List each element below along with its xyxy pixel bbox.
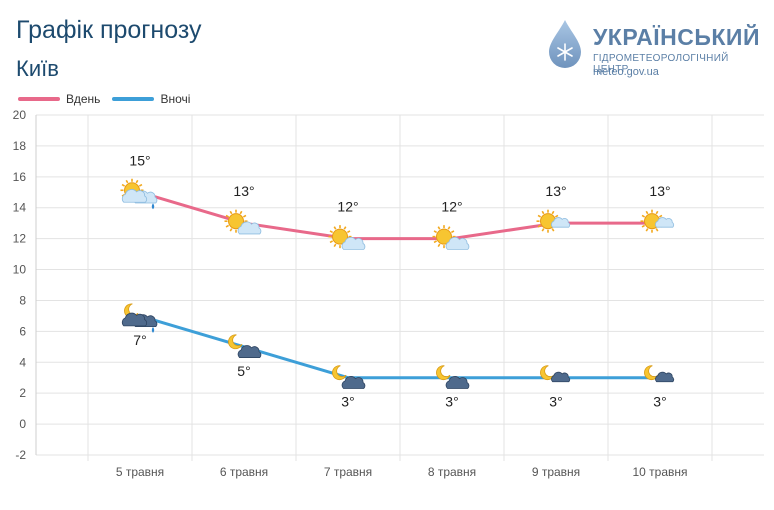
x-tick-label: 7 травня <box>324 465 372 479</box>
sun-cloud-rain-icon <box>120 178 158 210</box>
brand-logo: УКРАЇНСЬКИЙ ГІДРОМЕТЕОРОЛОГІЧНИЙ ЦЕНТР m… <box>545 18 765 82</box>
day-temp-label: 12° <box>337 199 358 215</box>
sun-cloud-icon <box>328 225 366 250</box>
legend-label-night: Вночі <box>160 92 191 106</box>
day-temp-label: 13° <box>649 183 670 199</box>
y-tick-label: 0 <box>19 417 26 431</box>
logo-subtitle: ГІДРОМЕТЕОРОЛОГІЧНИЙ ЦЕНТР <box>593 53 729 75</box>
sun-cloud-icon <box>224 209 262 235</box>
x-tick-label: 10 травня <box>632 465 687 479</box>
moon-cloud-rain-icon <box>121 303 158 333</box>
y-tick-label: 10 <box>13 263 27 277</box>
y-tick-label: -2 <box>15 448 26 462</box>
sun-small-cloud-icon <box>640 209 675 233</box>
water-drop-icon <box>549 20 581 68</box>
x-tick-label: 8 травня <box>428 465 476 479</box>
moon-cloud-icon <box>332 365 366 389</box>
y-tick-label: 8 <box>19 293 26 307</box>
y-tick-label: 20 <box>13 108 27 122</box>
moon-cloud-icon <box>436 365 470 389</box>
moon-cloud-icon <box>228 334 262 358</box>
city-name: Київ <box>16 56 59 81</box>
moon-small-cloud-icon <box>540 365 571 383</box>
y-tick-label: 6 <box>19 324 26 338</box>
x-tick-label: 5 травня <box>116 465 164 479</box>
legend-swatch-day <box>18 97 60 101</box>
day-temp-label: 13° <box>545 183 566 199</box>
x-tick-label: 9 травня <box>532 465 580 479</box>
day-temp-label: 13° <box>233 183 254 199</box>
night-temp-label: 3° <box>549 394 562 410</box>
y-tick-label: 18 <box>13 139 27 153</box>
y-tick-label: 12 <box>13 232 27 246</box>
sun-cloud-icon <box>432 225 470 250</box>
chart-legend: Вдень Вночі <box>18 92 190 106</box>
legend-item-night[interactable]: Вночі <box>112 92 190 106</box>
legend-swatch-night <box>112 97 155 101</box>
night-temp-label: 3° <box>341 394 354 410</box>
day-temp-label: 12° <box>441 199 462 215</box>
night-temp-label: 3° <box>653 394 666 410</box>
series-line-day <box>138 190 662 241</box>
y-tick-label: 2 <box>19 386 26 400</box>
night-temp-label: 3° <box>445 394 458 410</box>
legend-label-day: Вдень <box>66 92 101 106</box>
night-temp-label: 7° <box>133 332 146 348</box>
moon-small-cloud-icon <box>644 365 675 383</box>
y-tick-label: 16 <box>13 170 27 184</box>
logo-url[interactable]: meteo.gov.ua <box>593 66 659 78</box>
page-title: Графік прогнозу <box>16 16 202 44</box>
legend-item-day[interactable]: Вдень <box>18 92 100 106</box>
y-tick-label: 14 <box>13 201 27 215</box>
logo-name: УКРАЇНСЬКИЙ <box>593 24 760 50</box>
y-tick-label: 4 <box>19 355 26 369</box>
x-tick-label: 6 травня <box>220 465 268 479</box>
night-temp-label: 5° <box>237 363 250 379</box>
sun-small-cloud-icon <box>536 209 571 233</box>
series-line-night <box>138 314 662 380</box>
day-temp-label: 15° <box>129 152 150 168</box>
